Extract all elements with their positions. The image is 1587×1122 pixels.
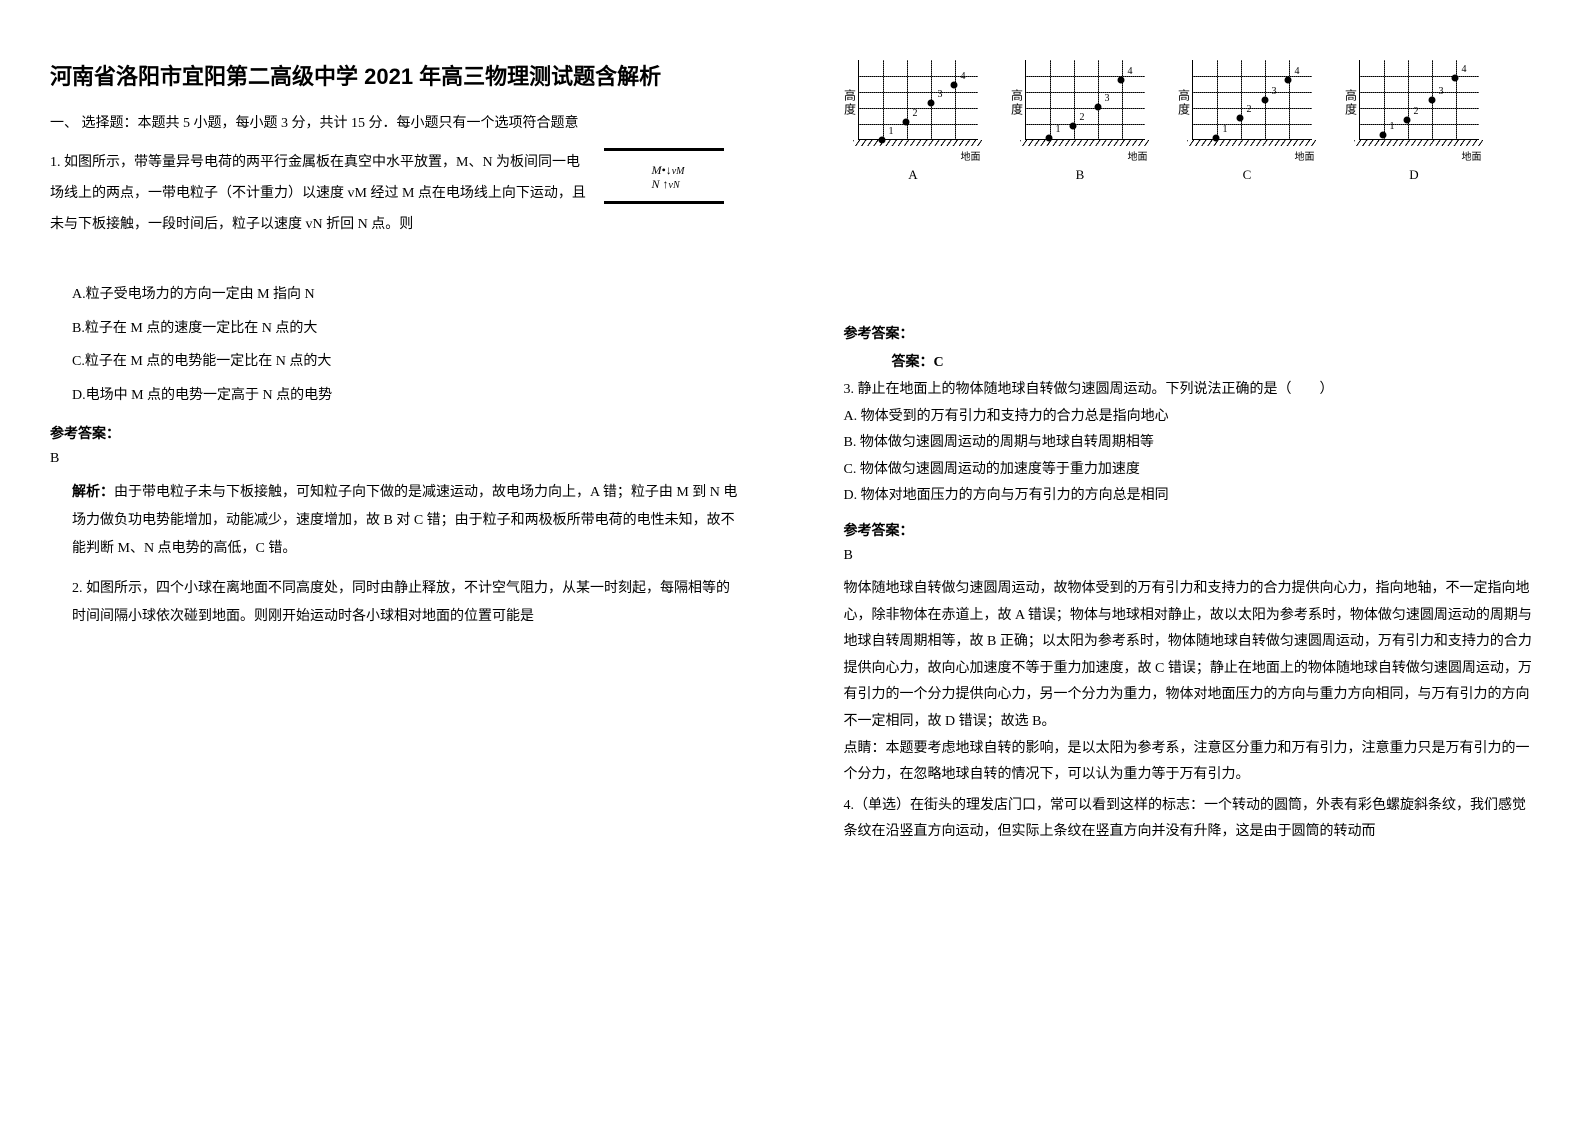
- q1-answer: B: [50, 451, 744, 467]
- q3-option-c: C. 物体做匀速圆周运动的加速度等于重力加速度: [844, 457, 1538, 484]
- q3-tip: 点睛：本题要考虑地球自转的影响，是以太阳为参考系，注意区分重力和万有引力，注意重…: [844, 736, 1538, 789]
- x-axis-label: 地面: [1128, 148, 1148, 163]
- ball-2: [1403, 117, 1410, 124]
- q1-figure: M•↓vM N ↑vN: [604, 148, 744, 204]
- q4-stem: 4.（单选）在街头的理发店门口，常可以看到这样的标志：一个转动的圆筒，外表有彩色…: [844, 793, 1538, 846]
- q1-answer-label: 参考答案：: [50, 423, 744, 443]
- q1-stem: 1. 如图所示，带等量异号电荷的两平行金属板在真空中水平放置，M、N 为板间同一…: [50, 155, 586, 232]
- q2-answer-label: 答案：: [892, 355, 934, 370]
- q1-explanation: 解析：由于带电粒子未与下板接触，可知粒子向下做的是减速运动，故电场力向上，A 错…: [50, 479, 744, 563]
- panel-D: 高度 1 2 3 4 地面 D: [1345, 60, 1484, 183]
- y-axis-label: 高度: [844, 89, 856, 117]
- ball-3: [927, 100, 934, 107]
- y-axis-label: 高度: [1011, 89, 1023, 117]
- panel-letter: B: [1076, 167, 1085, 183]
- panel-C: 高度 1 2 3 4 地面 C: [1178, 60, 1317, 183]
- q1-option-d: D.电场中 M 点的电势一定高于 N 点的电势: [72, 379, 744, 413]
- y-axis-label: 高度: [1178, 89, 1190, 117]
- question-2: 2. 如图所示，四个小球在离地面不同高度处，同时由静止释放，不计空气阻力，从某一…: [50, 575, 744, 631]
- panel-letter: A: [908, 167, 917, 183]
- ball-1: [878, 137, 885, 144]
- q1-option-b: B.粒子在 M 点的速度一定比在 N 点的大: [72, 312, 744, 346]
- grid: 1 2 3 4: [1025, 60, 1145, 140]
- q1-option-a: A.粒子受电场力的方向一定由 M 指向 N: [72, 278, 744, 312]
- q2-answer-section-label: 参考答案：: [844, 323, 1538, 343]
- ball-label-2: 2: [1414, 106, 1419, 117]
- ball-2: [902, 119, 909, 126]
- page-left: 河南省洛阳市宜阳第二高级中学 2021 年高三物理测试题含解析 一、 选择题：本…: [0, 0, 794, 1122]
- ball-4: [950, 82, 957, 89]
- ball-label-1: 1: [1223, 124, 1228, 135]
- ball-label-2: 2: [1080, 112, 1085, 123]
- ball-2: [1236, 115, 1243, 122]
- ball-label-1: 1: [1056, 124, 1061, 135]
- ball-4: [1117, 77, 1124, 84]
- ball-4: [1451, 75, 1458, 82]
- x-axis-label: 地面: [1462, 148, 1482, 163]
- q3-tip-text: 本题要考虑地球自转的影响，是以太阳为参考系，注意区分重力和万有引力，注意重力只是…: [844, 741, 1530, 783]
- panel-letter: D: [1409, 167, 1418, 183]
- x-axis-label: 地面: [961, 148, 981, 163]
- q3-answer: B: [844, 548, 1538, 564]
- grid: 1 2 3 4: [1192, 60, 1312, 140]
- ball-4: [1284, 77, 1291, 84]
- grid: 1 2 3 4: [1359, 60, 1479, 140]
- ball-label-4: 4: [1128, 66, 1133, 77]
- ball-label-1: 1: [889, 126, 894, 137]
- ball-label-4: 4: [1295, 66, 1300, 77]
- q2-answer: C: [934, 355, 944, 370]
- ball-label-3: 3: [1272, 86, 1277, 97]
- ball-label-4: 4: [961, 71, 966, 82]
- q3-option-d: D. 物体对地面压力的方向与万有引力的方向总是相同: [844, 483, 1538, 510]
- panel-letter: C: [1243, 167, 1252, 183]
- q1-options: A.粒子受电场力的方向一定由 M 指向 N B.粒子在 M 点的速度一定比在 N…: [50, 278, 744, 412]
- q3-answer-label: 参考答案：: [844, 520, 1538, 540]
- ball-label-2: 2: [913, 108, 918, 119]
- tip-label: 点睛：: [844, 741, 886, 756]
- q2-answer-line: 答案：C: [844, 351, 1538, 371]
- q3-option-a: A. 物体受到的万有引力和支持力的合力总是指向地心: [844, 404, 1538, 431]
- q1-explanation-text: 由于带电粒子未与下板接触，可知粒子向下做的是减速运动，故电场力向上，A 错；粒子…: [72, 485, 737, 556]
- q3-explanation: 物体随地球自转做匀速圆周运动，故物体受到的万有引力和支持力的合力提供向心力，指向…: [844, 576, 1538, 736]
- ball-label-4: 4: [1462, 64, 1467, 75]
- bottom-plate: [604, 201, 724, 204]
- q3-option-b: B. 物体做匀速圆周运动的周期与地球自转周期相等: [844, 430, 1538, 457]
- grid: 1 2 3 4: [858, 60, 978, 140]
- q2-figure: 高度 1 2 3 4 地面 A 高度 1 2 3 4 地面 B 高度 1 2 3 4 地面 C 高度 1 2 3 4 地面 D: [844, 60, 1538, 183]
- point-n-label: N ↑vN: [652, 171, 680, 197]
- ball-3: [1094, 104, 1101, 111]
- panel-B: 高度 1 2 3 4 地面 B: [1011, 60, 1150, 183]
- ball-1: [1045, 135, 1052, 142]
- panel-A: 高度 1 2 3 4 地面 A: [844, 60, 983, 183]
- ball-label-2: 2: [1247, 104, 1252, 115]
- q3-stem: 3. 静止在地面上的物体随地球自转做匀速圆周运动。下列说法正确的是（ ）: [844, 377, 1538, 404]
- ball-label-1: 1: [1390, 121, 1395, 132]
- x-axis-label: 地面: [1295, 148, 1315, 163]
- explanation-label: 解析：: [72, 485, 114, 500]
- document-title: 河南省洛阳市宜阳第二高级中学 2021 年高三物理测试题含解析: [50, 60, 744, 93]
- ball-3: [1261, 97, 1268, 104]
- question-1: 1. 如图所示，带等量异号电荷的两平行金属板在真空中水平放置，M、N 为板间同一…: [50, 148, 744, 268]
- ball-label-3: 3: [938, 89, 943, 100]
- page-right: 高度 1 2 3 4 地面 A 高度 1 2 3 4 地面 B 高度 1 2 3 4 地面 C 高度 1 2 3 4 地面 D 参考答…: [794, 0, 1587, 1122]
- q2-stem: 2. 如图所示，四个小球在离地面不同高度处，同时由静止释放，不计空气阻力，从某一…: [72, 581, 730, 624]
- ball-3: [1428, 97, 1435, 104]
- ball-2: [1069, 123, 1076, 130]
- y-axis-label: 高度: [1345, 89, 1357, 117]
- ball-label-3: 3: [1105, 93, 1110, 104]
- ball-1: [1379, 132, 1386, 139]
- section-1-heading: 一、 选择题：本题共 5 小题，每小题 3 分，共计 15 分．每小题只有一个选…: [50, 111, 744, 136]
- ball-label-3: 3: [1439, 86, 1444, 97]
- ball-1: [1212, 135, 1219, 142]
- q1-option-c: C.粒子在 M 点的电势能一定比在 N 点的大: [72, 345, 744, 379]
